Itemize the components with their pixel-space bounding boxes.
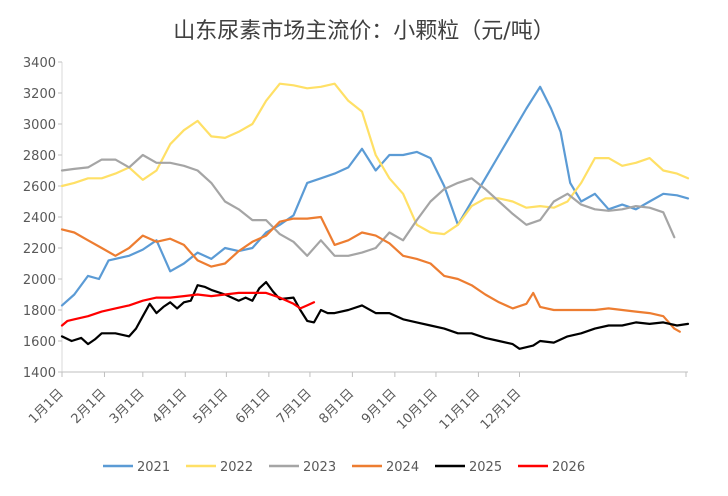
- x-tick-label: 1月1日: [26, 386, 67, 427]
- legend-label-2022: 2022: [220, 460, 253, 475]
- y-tick-label: 3200: [23, 87, 56, 102]
- x-tick-label: 7月1日: [274, 386, 315, 427]
- y-tick-label: 2400: [23, 211, 56, 226]
- series-line-2026: [60, 291, 316, 327]
- y-tick-label: 1800: [23, 304, 56, 319]
- y-tick-label: 2000: [23, 273, 56, 288]
- chart-legend: 2021 2022 2023 2024 2025 2026: [103, 460, 585, 475]
- series-line-2025: [60, 281, 690, 350]
- x-tick-label: 6月1日: [233, 386, 274, 427]
- series-line-2024: [60, 215, 681, 333]
- chart-axes: 1400 1600 1800 2000 2200 2400 2600 2800 3000 3200…: [23, 56, 688, 433]
- x-tick-label: 4月1日: [149, 386, 190, 427]
- y-tick-label: 2800: [23, 149, 56, 164]
- legend-label-2025: 2025: [469, 460, 502, 475]
- series-layer: [60, 82, 690, 350]
- y-tick-label: 2200: [23, 242, 56, 257]
- series-line-2022: [60, 82, 690, 236]
- y-tick-label: 1600: [23, 335, 56, 350]
- x-tick-label: 9月1日: [359, 386, 400, 427]
- y-tick-label: 2600: [23, 180, 56, 195]
- x-tick-label: 11月1日: [437, 386, 484, 433]
- legend-label-2024: 2024: [386, 460, 419, 475]
- series-line-2023: [60, 153, 676, 257]
- y-tick-label: 3000: [23, 118, 56, 133]
- x-tick-label: 2月1日: [69, 386, 110, 427]
- legend-label-2026: 2026: [552, 460, 585, 475]
- x-tick-label: 10月1日: [394, 386, 441, 433]
- x-tick-label: 12月1日: [478, 386, 525, 433]
- series-line-2021: [60, 85, 690, 307]
- x-tick-label: 5月1日: [191, 386, 232, 427]
- legend-label-2023: 2023: [303, 460, 336, 475]
- y-tick-label: 3400: [23, 56, 56, 71]
- y-tick-label: 1400: [23, 366, 56, 381]
- legend-label-2021: 2021: [137, 460, 170, 475]
- chart-title: 山东尿素市场主流价：小颗粒（元/吨）: [173, 19, 554, 44]
- x-tick-label: 8月1日: [317, 386, 358, 427]
- x-tick-label: 3月1日: [107, 386, 148, 427]
